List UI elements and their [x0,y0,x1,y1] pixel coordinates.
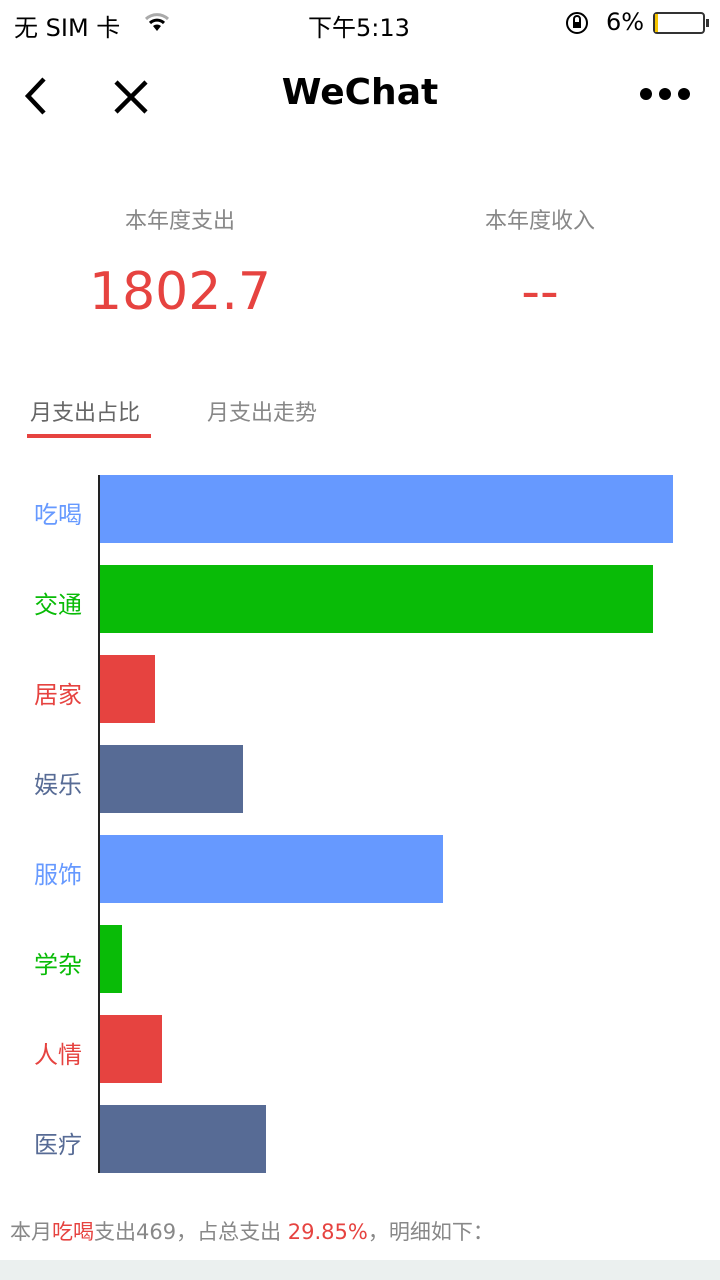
chart-axis [98,475,100,1173]
tab-monthly-trend[interactable]: 月支出走势 [207,401,318,426]
year-expense-value: 1802.7 [89,262,271,322]
category-label: 交通 [34,591,82,619]
category-label: 医疗 [34,1131,82,1159]
battery-percent: 6% [606,8,645,36]
back-icon[interactable] [22,76,50,116]
close-icon[interactable] [113,79,149,115]
bar-人情[interactable] [100,1015,163,1083]
category-label: 人情 [34,1041,82,1069]
category-label: 学杂 [34,951,82,979]
bar-娱乐[interactable] [100,745,243,813]
active-tab-indicator [27,434,151,438]
battery-icon [653,12,705,34]
summary-text: 支出469，占总支出 [94,1220,288,1244]
detail-list-area [0,1260,720,1280]
bar-吃喝[interactable] [100,475,673,543]
bar-学杂[interactable] [100,925,122,993]
rotation-lock-icon [566,12,588,34]
more-icon[interactable] [638,86,692,102]
clock: 下午5:13 [308,14,410,42]
summary-percent: 29.85% [287,1220,368,1244]
category-label: 居家 [34,681,82,709]
page-title: WeChat [281,72,439,113]
bar-交通[interactable] [100,565,654,633]
tab-monthly-share[interactable]: 月支出占比 [30,401,141,426]
year-income-label: 本年度收入 [484,209,595,234]
category-label: 服饰 [34,861,82,889]
carrier: 无 SIM 卡 [14,14,121,42]
year-income-value: -- [521,262,559,322]
nav-bar: WeChat [0,46,720,146]
bar-医疗[interactable] [100,1105,267,1173]
month-summary: 本月吃喝支出469，占总支出 29.85%，明细如下： [10,1216,494,1246]
category-label: 吃喝 [34,501,82,529]
bar-居家[interactable] [100,655,155,723]
summary-text: ，明细如下： [367,1220,494,1244]
summary-text: 本月 [10,1220,52,1244]
summary-category: 吃喝 [52,1220,94,1244]
category-label: 娱乐 [34,771,82,799]
status-bar: 无 SIM 卡 下午5:13 6% [0,0,720,46]
year-expense-label: 本年度支出 [124,209,235,234]
bar-服饰[interactable] [100,835,444,903]
wifi-icon [144,13,170,31]
